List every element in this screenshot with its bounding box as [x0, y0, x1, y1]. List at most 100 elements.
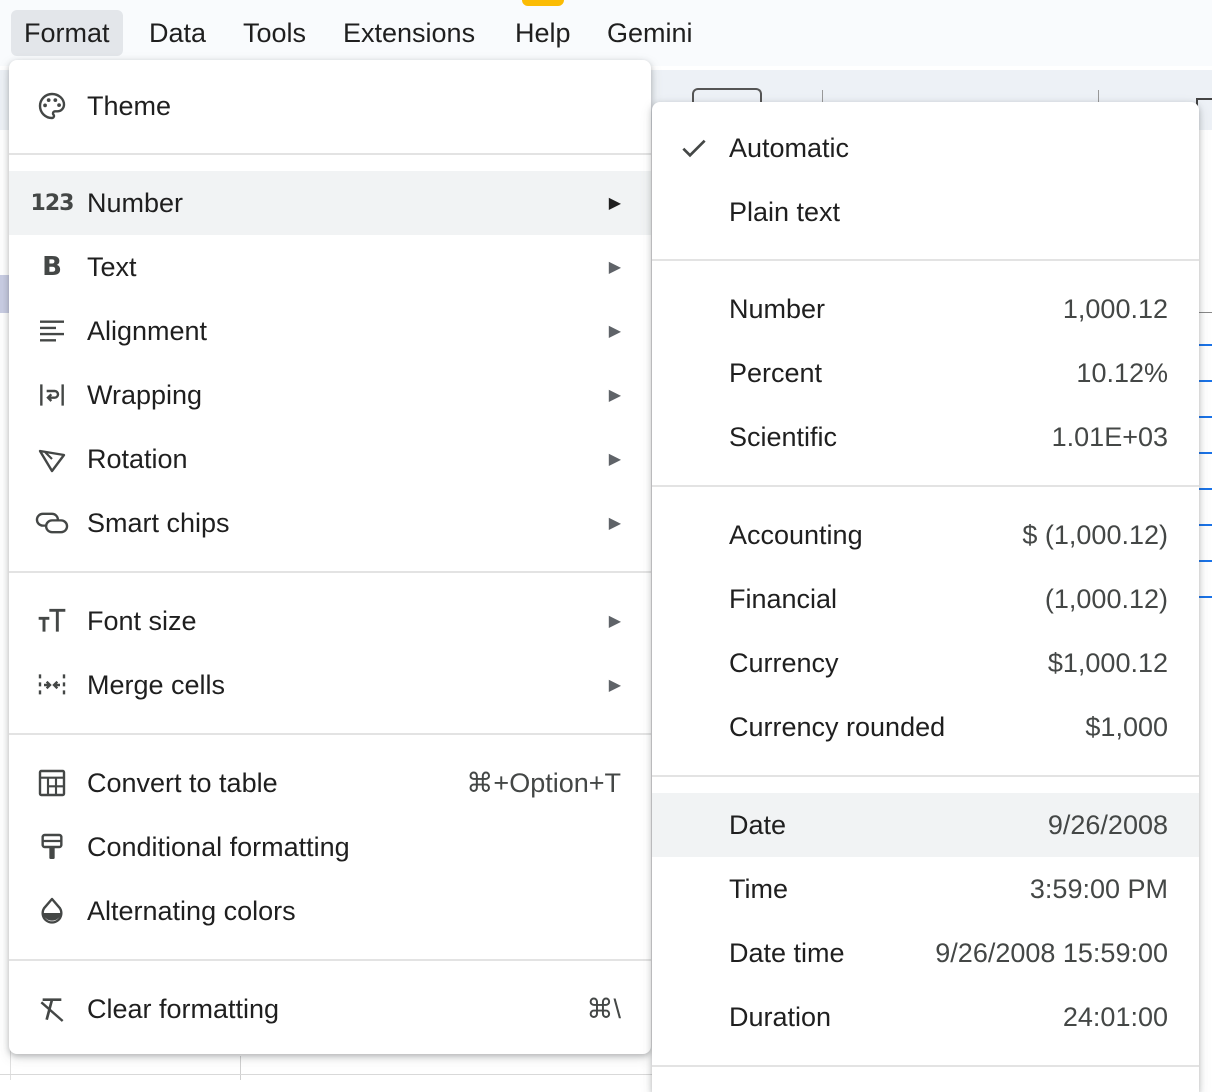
- menu-divider: [9, 571, 651, 573]
- color-drop-icon: [35, 894, 69, 928]
- menu-item-label: Wrapping: [87, 379, 203, 410]
- menu-extensions[interactable]: Extensions: [343, 18, 476, 48]
- menu-tools[interactable]: Tools: [243, 18, 307, 48]
- option-example: 1.01E+03: [1051, 421, 1168, 452]
- number-option-duration[interactable]: Duration 24:01:00: [652, 985, 1199, 1049]
- menu-item-wrapping[interactable]: Wrapping ▶: [9, 363, 651, 427]
- link-cell[interactable]: [1199, 346, 1212, 382]
- number-option-accounting[interactable]: Accounting $ (1,000.12): [652, 503, 1199, 567]
- menu-divider: [9, 959, 651, 961]
- number-option-currency[interactable]: Currency $1,000.12: [652, 631, 1199, 695]
- menu-item-theme[interactable]: Theme: [9, 74, 651, 138]
- option-example: 1,000.12: [1062, 293, 1168, 324]
- menu-item-label: Theme: [87, 90, 172, 121]
- menu-item-label: Smart chips: [87, 507, 230, 538]
- submenu-arrow-icon: ▶: [608, 323, 621, 340]
- menu-item-label: Clear formatting: [87, 993, 280, 1024]
- submenu-arrow-icon: ▶: [608, 515, 621, 532]
- number-option-scientific[interactable]: Scientific 1.01E+03: [652, 405, 1199, 469]
- menu-divider: [9, 153, 651, 155]
- clear-format-icon: [35, 992, 69, 1026]
- palette-icon: [35, 89, 69, 123]
- number-option-date-time[interactable]: Date time 9/26/2008 15:59:00: [652, 921, 1199, 985]
- submenu-arrow-icon: ▶: [608, 451, 621, 468]
- menu-item-rotation[interactable]: Rotation ▶: [9, 427, 651, 491]
- checkmark-icon: [678, 132, 710, 164]
- smart-chip-icon: [35, 506, 69, 540]
- submenu-arrow-icon: ▶: [608, 195, 621, 212]
- number-format-submenu: Automatic Plain text Number 1,000.12 Per…: [652, 102, 1199, 1092]
- sheet-grid-line: [1199, 312, 1212, 313]
- toolbar-divider: [822, 90, 823, 110]
- menu-item-alternating-colors[interactable]: Alternating colors: [9, 879, 651, 943]
- keyboard-shortcut: ⌘+Option+T: [466, 767, 621, 798]
- menu-item-label: Conditional formatting: [87, 831, 350, 862]
- number-option-financial[interactable]: Financial (1,000.12): [652, 567, 1199, 631]
- number-option-percent[interactable]: Percent 10.12%: [652, 341, 1199, 405]
- menu-bar: Format Data Tools Extensions Help Gemini: [0, 0, 1212, 66]
- number-option-automatic[interactable]: Automatic: [652, 116, 1199, 180]
- menu-item-label: Font size: [87, 605, 197, 636]
- option-label: Currency: [729, 647, 839, 678]
- menu-item-label: Number: [87, 187, 184, 218]
- paint-roller-icon: [35, 830, 69, 864]
- menu-item-number[interactable]: 123 Number ▶: [9, 171, 651, 235]
- number-option-currency-rounded[interactable]: Currency rounded $1,000: [652, 695, 1199, 759]
- number-option-time[interactable]: Time 3:59:00 PM: [652, 857, 1199, 921]
- menu-format[interactable]: Format: [11, 10, 123, 56]
- option-label: Plain text: [729, 196, 841, 227]
- link-cell[interactable]: [1199, 454, 1212, 490]
- option-example: 9/26/2008: [1047, 809, 1168, 840]
- menu-item-text[interactable]: B Text ▶: [9, 235, 651, 299]
- option-example: $ (1,000.12): [1022, 519, 1168, 550]
- menu-divider: [652, 1065, 1199, 1067]
- option-label: Duration: [729, 1001, 832, 1032]
- sheet-grid-line: [240, 1056, 241, 1080]
- option-example: $1,000.12: [1047, 647, 1168, 678]
- keyboard-shortcut: ⌘\: [586, 993, 621, 1024]
- menu-item-label: Convert to table: [87, 767, 278, 798]
- option-label: Currency rounded: [729, 711, 946, 742]
- option-label: Financial: [729, 583, 838, 614]
- link-cell[interactable]: [1199, 382, 1212, 418]
- menu-item-smart-chips[interactable]: Smart chips ▶: [9, 491, 651, 555]
- merge-cells-icon: [35, 668, 69, 702]
- option-label: Date time: [729, 937, 845, 968]
- align-left-icon: [35, 314, 69, 348]
- submenu-arrow-icon: ▶: [608, 613, 621, 630]
- text-rotation-icon: [35, 442, 69, 476]
- menu-gemini[interactable]: Gemini: [607, 18, 693, 48]
- number-option-number[interactable]: Number 1,000.12: [652, 277, 1199, 341]
- menu-divider: [9, 733, 651, 735]
- link-cell[interactable]: [1199, 562, 1212, 598]
- link-cell[interactable]: [1199, 490, 1212, 526]
- menu-divider: [652, 485, 1199, 487]
- sheet-link-cells: [1199, 310, 1212, 598]
- link-cell[interactable]: [1199, 418, 1212, 454]
- format-menu: Theme 123 Number ▶ B Text ▶ Alignment ▶ …: [9, 60, 651, 1054]
- sheet-header-band: [0, 275, 10, 313]
- menu-help[interactable]: Help: [515, 18, 571, 48]
- number-option-plain-text[interactable]: Plain text: [652, 180, 1199, 244]
- number-option-date[interactable]: Date 9/26/2008: [652, 793, 1199, 857]
- menu-item-label: Alignment: [87, 315, 208, 346]
- menu-item-merge-cells[interactable]: Merge cells ▶: [9, 653, 651, 717]
- toolbar-divider: [1098, 90, 1099, 110]
- link-cell[interactable]: [1199, 526, 1212, 562]
- menu-data[interactable]: Data: [149, 18, 207, 48]
- menu-item-convert-to-table[interactable]: Convert to table ⌘+Option+T: [9, 751, 651, 815]
- menu-divider: [652, 775, 1199, 777]
- menu-item-font-size[interactable]: Font size ▶: [9, 589, 651, 653]
- submenu-arrow-icon: ▶: [608, 387, 621, 404]
- menu-item-clear-formatting[interactable]: Clear formatting ⌘\: [9, 977, 651, 1041]
- option-label: Automatic: [729, 132, 850, 163]
- option-example: $1,000: [1085, 711, 1168, 742]
- menu-item-alignment[interactable]: Alignment ▶: [9, 299, 651, 363]
- menu-item-conditional-formatting[interactable]: Conditional formatting: [9, 815, 651, 879]
- option-label: Scientific: [729, 421, 838, 452]
- menu-item-label: Text: [87, 251, 137, 282]
- option-label: Accounting: [729, 519, 863, 550]
- option-label: Number: [729, 293, 826, 324]
- table-icon: [35, 766, 69, 800]
- link-cell[interactable]: [1199, 310, 1212, 346]
